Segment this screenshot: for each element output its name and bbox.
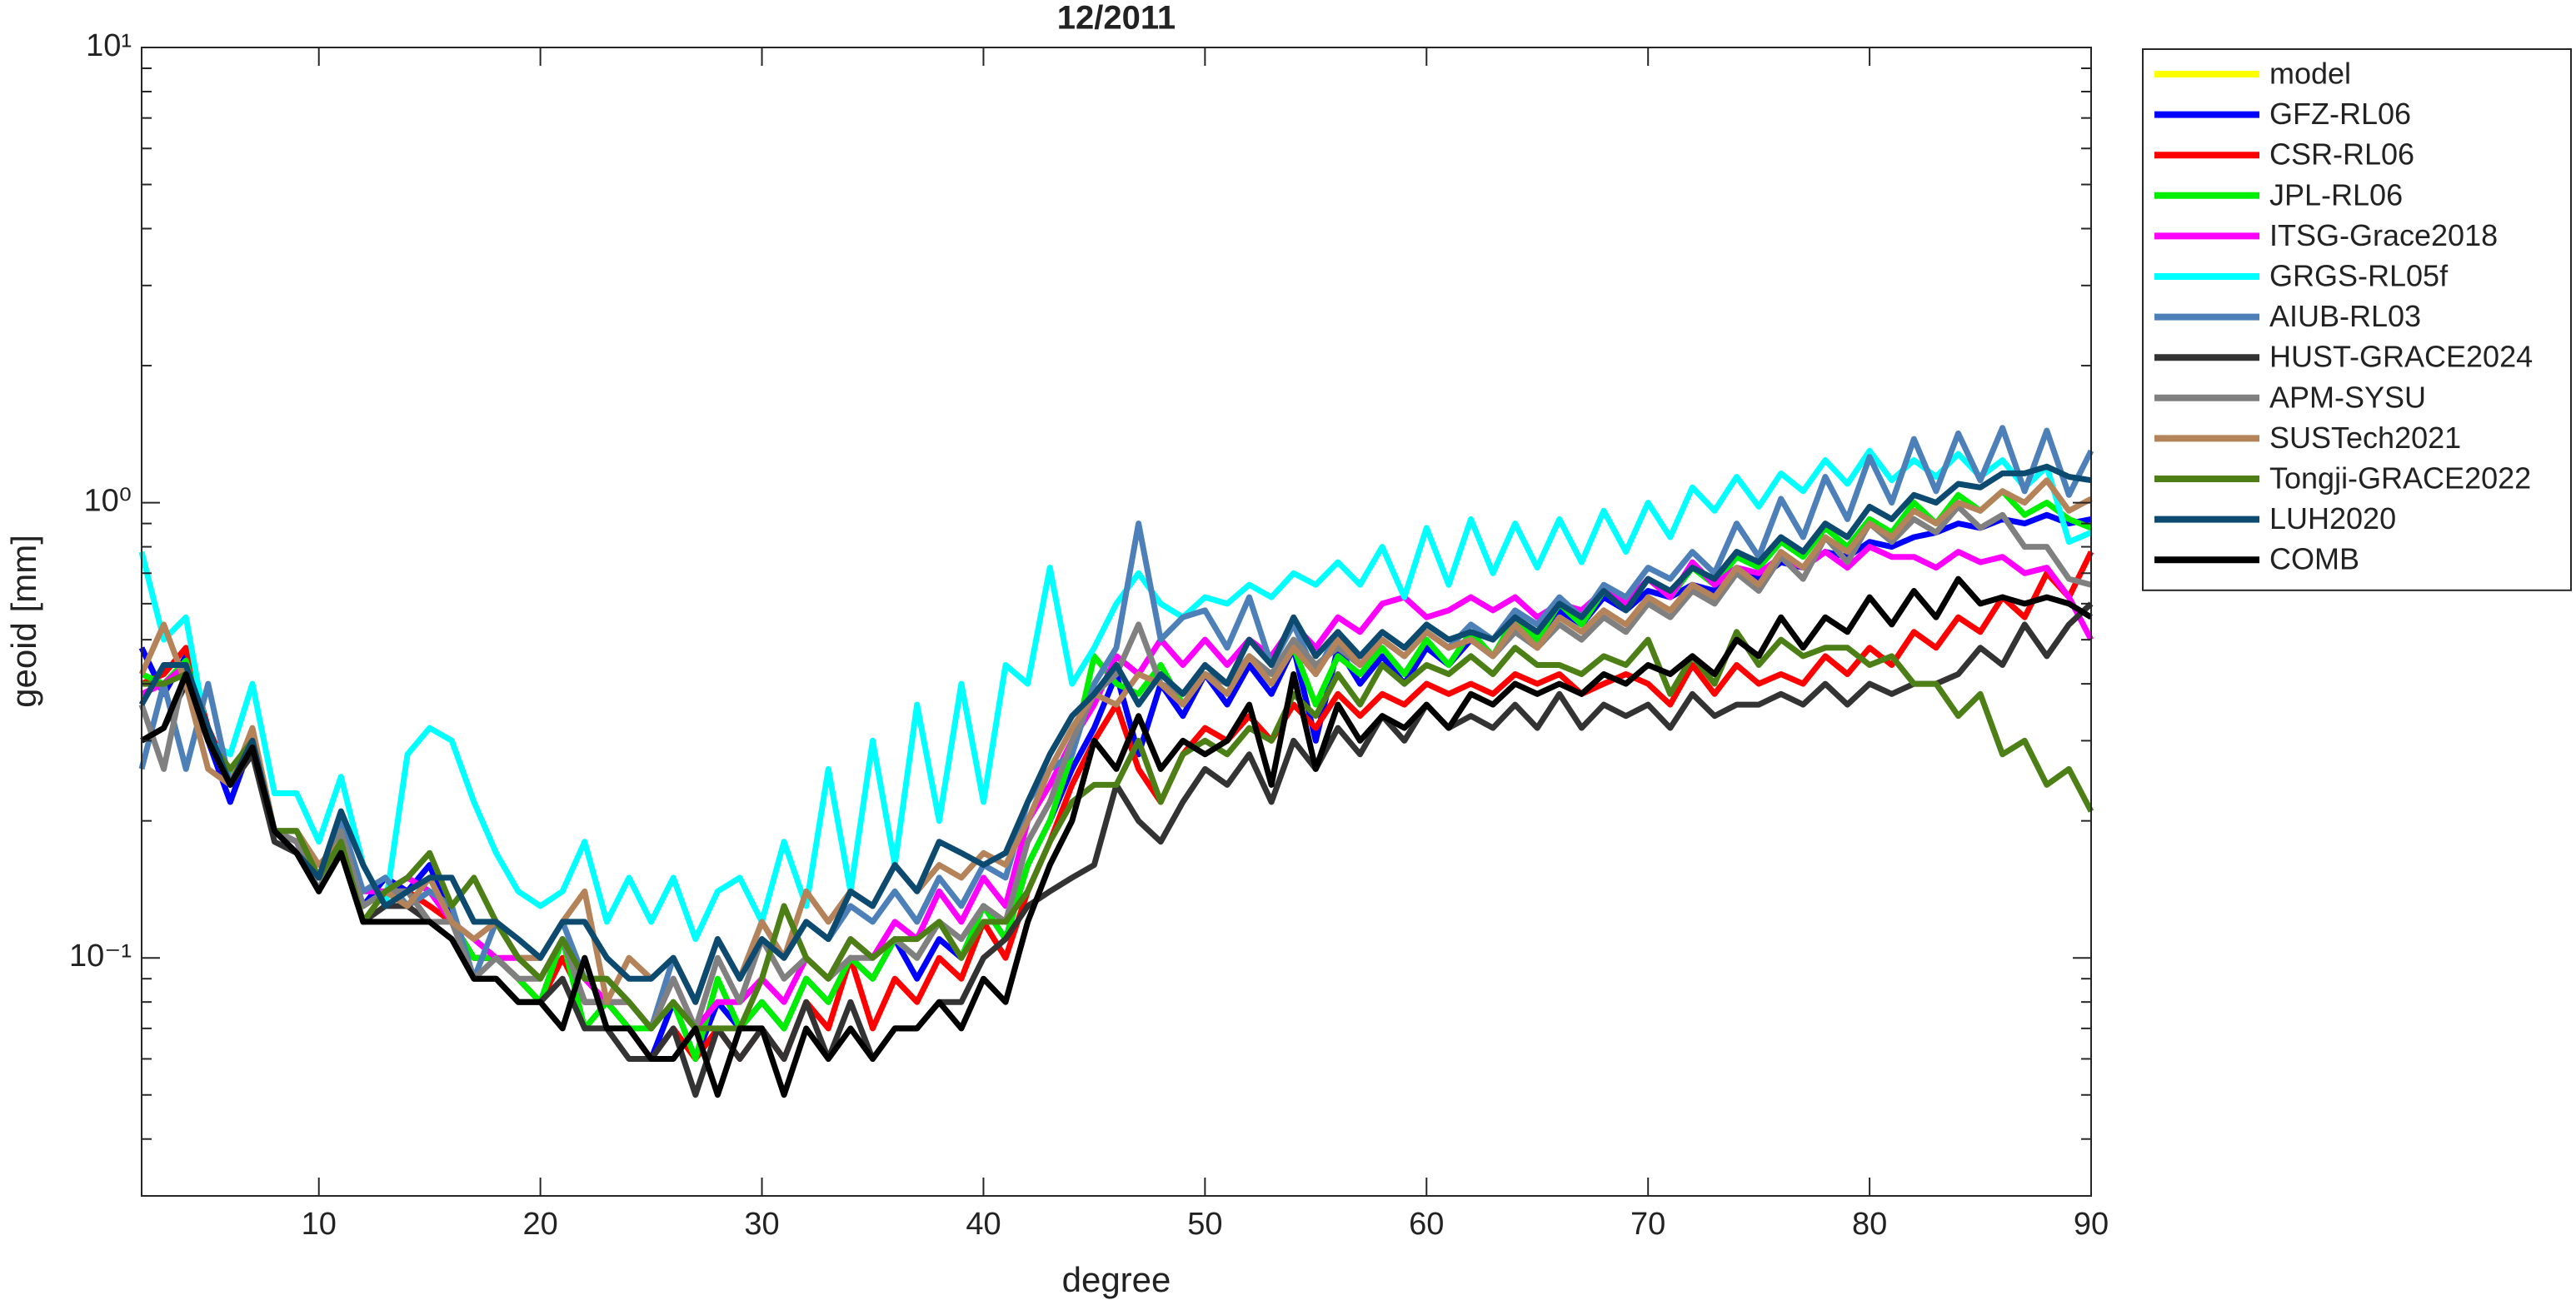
series-line (138, 463, 2092, 1005)
legend-label: LUH2020 (2269, 501, 2396, 535)
x-tick-label: 20 (522, 1207, 557, 1242)
legend-label: Tongji-GRACE2022 (2269, 461, 2531, 496)
legend-label: APM-SYSU (2269, 380, 2426, 414)
x-tick-label: 40 (966, 1207, 1001, 1242)
legend-label: COMB (2269, 542, 2359, 576)
legend-label: GFZ-RL06 (2269, 97, 2411, 131)
legend-label: CSR-RL06 (2269, 137, 2414, 172)
legend-label: GRGS-RL05f (2269, 259, 2449, 293)
legend-label: SUSTech2021 (2269, 421, 2461, 455)
legend-label: HUST-GRACE2024 (2269, 340, 2533, 374)
legend-label: AIUB-RL03 (2269, 299, 2421, 333)
x-tick-label: 10 (302, 1207, 337, 1242)
x-tick-label: 70 (1630, 1207, 1665, 1242)
legend-label: ITSG-Grace2018 (2269, 218, 2498, 252)
series-line (140, 575, 2093, 1098)
x-tick-label: 30 (744, 1207, 779, 1242)
y-axis-label: geoid [mm] (4, 535, 43, 708)
legend: model GFZ-RL06 CSR-RL06 JPL-RL06 ITSG-Grace2… (2142, 48, 2572, 591)
y-tick-label: 10⁰ (83, 484, 132, 519)
plot-frame (141, 47, 2092, 1197)
series-line (138, 477, 2093, 1005)
x-tick-label: 50 (1187, 1207, 1222, 1242)
x-tick-label: 90 (2074, 1207, 2109, 1242)
y-tick-label: 10⁻¹ (69, 939, 132, 974)
legend-label: JPL-RL06 (2269, 177, 2403, 212)
series-line (138, 447, 2093, 943)
x-axis-label: degree (1062, 1260, 1171, 1299)
x-tick-label: 60 (1409, 1207, 1444, 1242)
x-tick-label: 80 (1852, 1207, 1887, 1242)
legend-label: model (2269, 57, 2351, 91)
y-tick-label: 10¹ (86, 28, 132, 63)
chart-title: 12/2011 (1057, 0, 1176, 37)
series-line (142, 629, 2094, 1032)
